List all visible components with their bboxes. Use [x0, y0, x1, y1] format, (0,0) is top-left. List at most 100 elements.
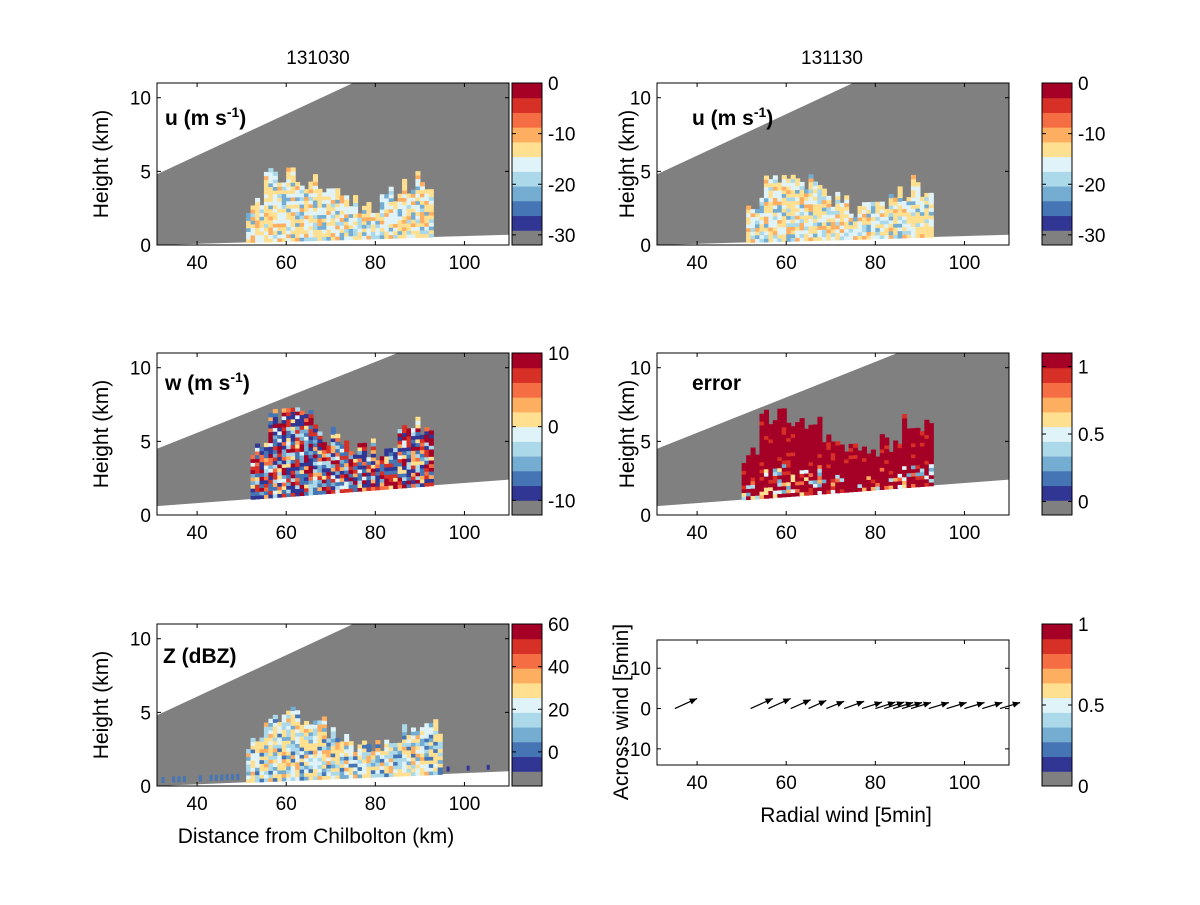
heatmap-cell — [799, 454, 805, 460]
heatmap-cell — [281, 467, 287, 472]
heatmap-cell — [344, 451, 350, 456]
heatmap-cell — [295, 713, 301, 719]
x-tick-label: 60 — [276, 523, 297, 544]
heatmap-cell — [919, 211, 925, 216]
heatmap-cell — [326, 486, 332, 491]
heatmap-cell — [272, 431, 278, 436]
heatmap-cell — [817, 221, 823, 227]
heatmap-cell — [410, 727, 417, 732]
heatmap-cell — [344, 763, 350, 768]
heatmap-cell — [419, 760, 425, 765]
heatmap-cell — [263, 446, 269, 451]
heatmap-cell — [295, 418, 301, 423]
heatmap-cell — [826, 452, 832, 458]
heatmap-cell — [344, 466, 350, 471]
heatmap-cell — [268, 737, 274, 742]
heatmap-cell — [812, 181, 819, 186]
heatmap-cell — [928, 448, 934, 454]
heatmap-cell — [295, 492, 301, 497]
heatmap-cell — [826, 236, 832, 241]
heatmap-cell — [286, 411, 292, 417]
heatmap-cell — [879, 445, 885, 450]
heatmap-cell — [308, 768, 314, 773]
heatmap-cell — [370, 766, 376, 771]
heatmap-cell — [312, 727, 319, 733]
heatmap-cell — [799, 488, 805, 493]
heatmap-cell — [410, 200, 417, 206]
heatmap-cell — [763, 179, 769, 184]
heatmap-cell — [821, 471, 827, 476]
heatmap-cell — [853, 461, 859, 467]
heatmap-cell — [326, 745, 332, 751]
x-tick-label: 40 — [187, 794, 208, 815]
heatmap-cell — [906, 211, 912, 217]
heatmap-cell — [406, 208, 412, 213]
heatmap-cell — [281, 482, 287, 487]
heatmap-cell — [281, 493, 287, 498]
heatmap-cell — [857, 228, 863, 233]
heatmap-cell — [286, 751, 292, 756]
heatmap-cell — [781, 441, 787, 446]
heatmap-cell — [259, 491, 265, 496]
heatmap-cell — [286, 754, 292, 760]
heatmap-cell — [281, 419, 287, 424]
heatmap-cell — [281, 208, 287, 213]
heatmap-cell — [759, 487, 765, 492]
heatmap-cell — [781, 193, 787, 198]
heatmap-cell — [808, 192, 814, 197]
heatmap-cell — [755, 473, 761, 478]
heatmap-cell — [263, 190, 269, 195]
heatmap-cell — [808, 454, 814, 459]
heatmap-cell — [272, 219, 278, 224]
heatmap-cell — [290, 196, 296, 202]
heatmap-cell — [848, 447, 854, 452]
heatmap-cell — [393, 772, 399, 777]
heatmap-cell — [308, 761, 314, 766]
heatmap-cell — [835, 221, 841, 226]
heatmap-cell — [290, 477, 296, 482]
heatmap-cell — [750, 238, 756, 243]
heatmap-cell — [304, 469, 310, 474]
heatmap-cell — [844, 217, 850, 222]
heatmap-cell — [250, 212, 256, 218]
heatmap-cell — [312, 476, 319, 481]
heatmap-cell — [826, 221, 832, 226]
heatmap-cell — [915, 468, 921, 473]
heatmap-cell — [826, 445, 832, 450]
heatmap-cell — [424, 763, 430, 769]
heatmap-cell — [379, 765, 385, 770]
colorbar-segment — [512, 727, 542, 743]
heatmap-cell — [902, 421, 908, 426]
heatmap-cell — [277, 182, 283, 187]
heatmap-cell — [424, 430, 430, 436]
heatmap-cell — [799, 218, 805, 224]
heatmap-cell — [384, 455, 390, 461]
heatmap-cell — [290, 422, 296, 427]
heatmap-cell — [428, 192, 434, 198]
axes-frame — [156, 352, 510, 516]
heatmap-cell — [308, 211, 314, 216]
heatmap-cell — [915, 207, 921, 213]
heatmap-cell — [415, 204, 421, 209]
heatmap-cell — [808, 468, 814, 474]
heatmap-cell — [835, 489, 841, 494]
heatmap-cell — [848, 488, 854, 493]
heatmap-cell — [419, 730, 425, 736]
heatmap-cell — [879, 209, 885, 214]
y-axis-label: Height (km) — [90, 110, 113, 219]
heatmap-cell — [746, 205, 752, 210]
heatmap-cell — [246, 763, 252, 769]
heatmap-cell — [821, 188, 827, 193]
heatmap-cell — [888, 481, 894, 486]
heatmap-cell — [236, 773, 240, 780]
heatmap-cell — [388, 768, 394, 774]
heatmap-cell — [861, 213, 868, 218]
heatmap-cell — [790, 477, 796, 482]
heatmap-cell — [317, 431, 323, 436]
heatmap-cell — [848, 477, 854, 482]
heatmap-cell — [321, 742, 327, 747]
heatmap-cell — [299, 735, 305, 741]
heatmap-cell — [746, 220, 752, 225]
heatmap-cell — [821, 229, 827, 234]
